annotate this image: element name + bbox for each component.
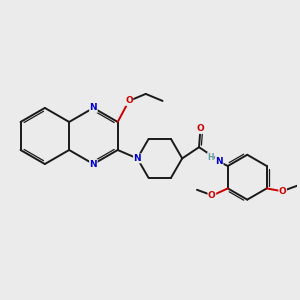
Text: O: O — [208, 191, 216, 200]
Text: N: N — [215, 157, 223, 166]
Text: N: N — [90, 160, 97, 169]
Text: O: O — [125, 96, 133, 105]
Text: N: N — [90, 103, 97, 112]
Text: H: H — [208, 152, 214, 161]
Text: N: N — [134, 154, 141, 163]
Text: O: O — [196, 124, 204, 134]
Text: O: O — [279, 187, 286, 196]
